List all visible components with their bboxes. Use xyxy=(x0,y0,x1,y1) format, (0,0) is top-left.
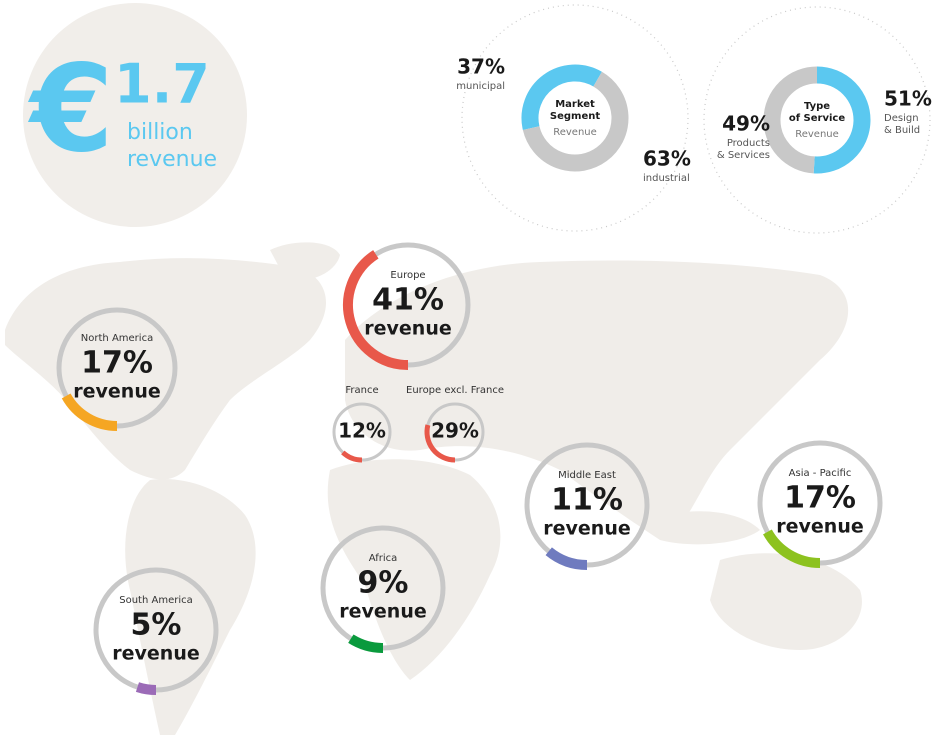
dotted-ring xyxy=(461,4,689,232)
slice-name: Design xyxy=(884,113,919,124)
eurasia xyxy=(345,260,849,540)
dotted-ring xyxy=(703,6,931,234)
region-name: France xyxy=(345,385,378,396)
region-arc xyxy=(61,393,118,431)
donut-title: Market xyxy=(555,99,595,110)
slice-value: 51% xyxy=(884,87,932,111)
region-name: Europe excl. France xyxy=(406,385,504,396)
region-value: 12% xyxy=(338,419,386,443)
region-arc xyxy=(135,682,157,695)
region-name: South America xyxy=(119,595,193,606)
region-name: Asia - Pacific xyxy=(789,468,852,479)
currency: € xyxy=(27,41,114,180)
region-caption: revenue xyxy=(364,318,451,340)
region-value: 41% xyxy=(372,283,444,318)
slice-name: municipal xyxy=(456,81,505,92)
region-arc xyxy=(348,634,384,653)
region-name: Middle East xyxy=(558,470,616,481)
unit-label: revenue xyxy=(127,147,217,172)
region-arc xyxy=(341,450,363,463)
region-value: 29% xyxy=(431,419,479,443)
region-value: 17% xyxy=(784,481,856,516)
region-caption: revenue xyxy=(776,516,863,538)
region-name: North America xyxy=(81,333,153,344)
region-arc xyxy=(763,529,821,568)
australia xyxy=(710,553,862,650)
slice-value: 63% xyxy=(643,147,691,171)
world-map xyxy=(5,242,862,735)
region-value: 11% xyxy=(551,483,623,518)
north-america xyxy=(5,258,327,480)
region-caption: revenue xyxy=(543,518,630,540)
greenland xyxy=(270,242,340,281)
donut-title: Type xyxy=(804,101,830,112)
region-value: 5% xyxy=(131,608,182,643)
donut-title: Segment xyxy=(550,111,600,122)
south-america xyxy=(125,479,256,735)
donut-slice xyxy=(813,66,871,174)
donut-title: of Service xyxy=(789,113,845,124)
slice-name: industrial xyxy=(643,173,690,184)
headline-circle xyxy=(23,3,247,227)
region-caption: revenue xyxy=(73,381,160,403)
region-caption: revenue xyxy=(112,643,199,665)
slice-name: & Build xyxy=(884,125,920,136)
region-name: Africa xyxy=(369,553,398,564)
donut-subtitle: Revenue xyxy=(553,127,597,138)
region-name: Europe xyxy=(390,270,425,281)
unit: billion xyxy=(127,120,193,145)
region-arc xyxy=(424,424,456,463)
amount: 1.7 xyxy=(114,53,210,116)
region-arc xyxy=(343,250,409,370)
region-value: 17% xyxy=(81,346,153,381)
indonesia xyxy=(650,511,760,545)
donut-subtitle: Revenue xyxy=(795,129,839,140)
donut-slice xyxy=(763,66,818,174)
slice-name: Products xyxy=(727,138,770,149)
region-value: 9% xyxy=(358,566,409,601)
donut-slice xyxy=(521,64,602,131)
africa xyxy=(327,459,501,680)
donut-slice xyxy=(522,71,629,172)
slice-value: 37% xyxy=(457,55,505,79)
slice-value: 49% xyxy=(722,112,770,136)
region-arc xyxy=(545,547,588,570)
region-caption: revenue xyxy=(339,601,426,623)
slice-name: & Services xyxy=(717,150,770,161)
